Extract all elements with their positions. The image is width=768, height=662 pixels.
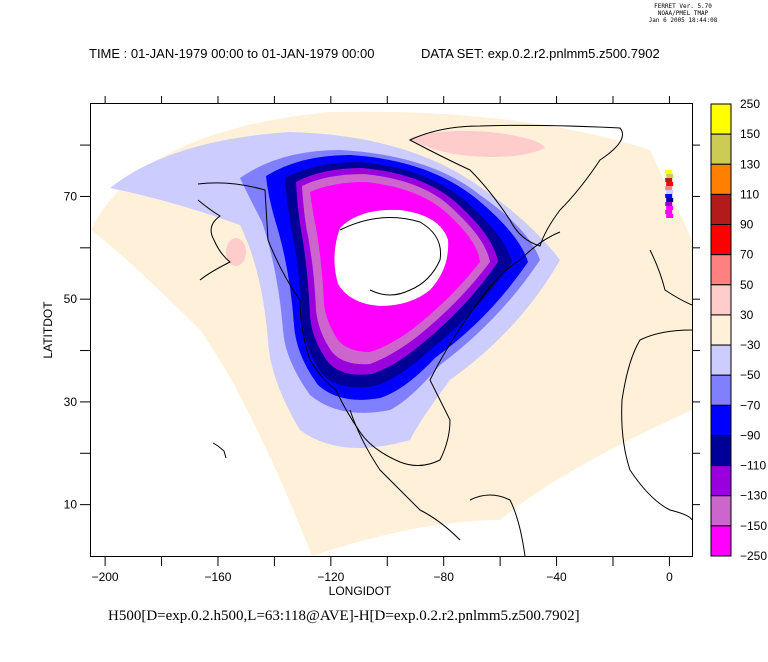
hudson-bay-coast xyxy=(339,217,442,296)
colorbar-label: −110 xyxy=(740,459,766,473)
plot-caption: H500[D=exp.0.2.h500,L=63:118@AVE]-H[D=ex… xyxy=(108,608,580,624)
colorbar-swatch xyxy=(710,404,732,436)
x-tick-label: −200 xyxy=(92,570,119,584)
edge-artifact-cell xyxy=(666,190,674,194)
x-axis: −200 −160 −120 −80 −40 0 xyxy=(92,96,673,584)
colorbar-swatch xyxy=(710,254,732,286)
colorbar-swatch xyxy=(710,224,732,256)
y-tick-label: 30 xyxy=(64,395,78,409)
colorbar-label: 110 xyxy=(740,187,759,201)
colorbar-label: 130 xyxy=(740,157,760,171)
colorbar-label: 90 xyxy=(740,218,754,232)
y-tick-label: 70 xyxy=(64,189,78,203)
colorbar-label: −90 xyxy=(740,428,761,442)
greenland-positive-anomaly xyxy=(410,130,545,157)
x-tick-label: −40 xyxy=(546,570,567,584)
edge-artifact-cell xyxy=(665,202,673,206)
x-axis-label: LONGIDOT xyxy=(329,584,392,598)
y-tick-label: 10 xyxy=(64,498,78,512)
alaska-coast xyxy=(197,199,231,281)
missing-data-center xyxy=(334,209,449,306)
colorbar-label: −150 xyxy=(740,519,767,533)
colorbar-swatch xyxy=(710,374,732,406)
colorbar-label: −50 xyxy=(740,368,761,382)
colorbar-label: −130 xyxy=(740,489,767,503)
colorbar-swatch xyxy=(710,495,732,527)
edge-artifact-cell xyxy=(665,194,673,198)
program-date: Jan 6 2005 18:44:08 xyxy=(648,17,718,24)
time-label: TIME : 01-JAN-1979 00:00 to 01-JAN-1979 … xyxy=(89,46,375,61)
africa-coast xyxy=(621,329,692,521)
colorbar-swatch xyxy=(710,163,732,195)
y-axis: 10 30 50 70 xyxy=(64,144,700,512)
europe-coast xyxy=(649,249,692,306)
colorbar-swatch xyxy=(710,103,732,135)
colorbar-label: −70 xyxy=(740,398,761,412)
colorbar: 250 150 130 110 90 70 50 30 −30 −50 −70 −90 −110 −130… xyxy=(710,97,767,563)
central-america-coast xyxy=(349,409,461,541)
edge-artifact-cell xyxy=(666,174,674,178)
y-tick-label: 50 xyxy=(64,292,78,306)
x-tick-label: 0 xyxy=(666,570,673,584)
colorbar-label: −250 xyxy=(740,549,767,563)
y-axis-label: LATITDOT xyxy=(41,301,55,359)
colorbar-swatch xyxy=(710,465,732,497)
colorbar-swatch xyxy=(710,344,732,376)
colorbar-label: 30 xyxy=(740,308,754,322)
edge-artifact-cell xyxy=(666,198,674,202)
edge-artifact-cell xyxy=(665,186,673,190)
program-version: FERRET Ver. 5.70 xyxy=(654,3,712,10)
dataset-label: DATA SET: exp.0.2.r2.pnlmm5.z500.7902 xyxy=(421,46,660,61)
colorbar-swatch xyxy=(710,284,732,316)
colorbar-swatch xyxy=(710,525,732,557)
colorbar-label: 250 xyxy=(740,97,760,111)
north-america-coast xyxy=(197,182,561,466)
edge-artifact-cell xyxy=(665,210,673,214)
x-tick-label: −160 xyxy=(204,570,231,584)
edge-artifact-cell xyxy=(666,206,674,210)
colorbar-swatch xyxy=(710,434,732,467)
coastlines xyxy=(197,124,692,556)
colorbar-label: 70 xyxy=(740,248,754,262)
colorbar-label: 150 xyxy=(740,127,760,141)
x-tick-label: −120 xyxy=(317,570,344,584)
colorbar-label: −30 xyxy=(740,338,761,352)
edge-artifact-cell xyxy=(665,170,673,174)
plot-frame xyxy=(90,103,693,557)
program-org: NOAA/PMEL TMAP xyxy=(657,10,709,17)
edge-artifact-cell xyxy=(666,214,674,218)
alaska-positive-anomaly xyxy=(226,238,246,266)
hawaii-islands xyxy=(212,442,227,459)
edge-artifact-cell xyxy=(666,182,674,186)
greenland-coast xyxy=(408,124,623,247)
south-america-coast xyxy=(469,494,526,556)
x-tick-label: −80 xyxy=(434,570,455,584)
colorbar-swatch xyxy=(710,314,732,346)
plot-area xyxy=(91,111,692,556)
colorbar-swatch xyxy=(710,193,732,226)
colorbar-swatch xyxy=(710,133,732,165)
program-stamp: FERRET Ver. 5.70 NOAA/PMEL TMAP Jan 6 20… xyxy=(628,3,738,24)
edge-artifact-cell xyxy=(665,178,673,182)
colorbar-label: 50 xyxy=(740,278,754,292)
edge-artifact-marks xyxy=(665,170,674,218)
